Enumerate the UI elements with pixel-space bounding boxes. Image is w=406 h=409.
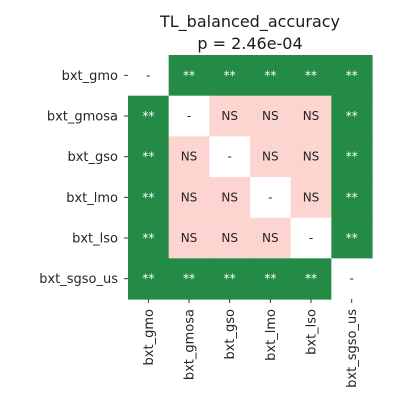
heatmap-cell [250, 177, 292, 219]
cell-label: ** [305, 272, 317, 286]
col-tick-label: bxt_lso [305, 309, 320, 355]
cell-label: ** [142, 272, 154, 286]
heatmap-cell [128, 217, 170, 259]
heatmap-cell [168, 136, 210, 178]
heatmap-cell [128, 258, 170, 300]
heatmap-cell [250, 217, 292, 259]
cell-label: ** [346, 190, 358, 204]
cell-label: - [187, 109, 191, 123]
cell-label: - [228, 150, 232, 164]
heatmap-cell [290, 136, 332, 178]
heatmap-cell [209, 258, 251, 300]
cell-label: ** [142, 190, 154, 204]
cell-label: ** [346, 150, 358, 164]
chart-subtitle: p = 2.46e-04 [197, 34, 303, 53]
cell-label: NS [221, 231, 238, 245]
heatmap-cell [128, 55, 170, 97]
heatmap-cell [209, 136, 251, 178]
row-tick-label: bxt_gmosa [47, 110, 118, 125]
heatmap-cell [290, 55, 332, 97]
heatmap-cell [290, 258, 332, 300]
heatmap-cell [290, 177, 332, 219]
row-tick-label: bxt_gso [67, 150, 118, 165]
col-tick-label: bxt_gmo [142, 309, 157, 365]
chart-title: TL_balanced_accuracy [159, 12, 341, 31]
heatmap-cell [250, 55, 292, 97]
cell-label: NS [181, 231, 198, 245]
cell-label: ** [346, 68, 358, 82]
cell-label: - [350, 272, 354, 286]
cell-label: NS [181, 150, 198, 164]
cell-label: ** [142, 109, 154, 123]
cell-label: NS [221, 109, 238, 123]
heatmap-cell [331, 136, 373, 178]
cell-label: ** [224, 272, 236, 286]
col-tick-label: bxt_sgso_us [345, 309, 360, 388]
heatmap-cell [168, 95, 210, 137]
cell-label: ** [305, 68, 317, 82]
col-tick-label: bxt_lmo [264, 309, 279, 361]
heatmap-cell [128, 177, 170, 219]
cell-label: ** [142, 231, 154, 245]
heatmap-cell [250, 258, 292, 300]
row-tick-label: bxt_sgso_us [39, 272, 118, 287]
cell-label: ** [264, 272, 276, 286]
heatmap-cell [331, 95, 373, 137]
heatmap-cell [331, 177, 373, 219]
col-tick-label: bxt_gso [223, 309, 238, 360]
cell-label: NS [262, 150, 279, 164]
cell-label: NS [303, 190, 320, 204]
heatmap-cell [250, 95, 292, 137]
heatmap-cell [168, 55, 210, 97]
heatmap-cell [209, 55, 251, 97]
col-tick-label: bxt_gmosa [183, 309, 198, 380]
cell-label: NS [303, 109, 320, 123]
cell-label: NS [181, 190, 198, 204]
heatmap-cell [331, 55, 373, 97]
cell-label: - [146, 68, 150, 82]
heatmap-cell [168, 177, 210, 219]
heatmap-cell [209, 95, 251, 137]
row-tick-label: bxt_lmo [66, 191, 118, 206]
heatmap-cell [128, 136, 170, 178]
cell-label: - [309, 231, 313, 245]
cell-label: ** [346, 109, 358, 123]
heatmap-cell [290, 95, 332, 137]
row-tick-label: bxt_lso [72, 232, 118, 247]
cell-label: ** [264, 68, 276, 82]
heatmap-cell [128, 95, 170, 137]
cell-label: NS [221, 190, 238, 204]
heatmap-cell [290, 217, 332, 259]
cell-label: NS [262, 231, 279, 245]
heatmap-cell [168, 217, 210, 259]
cell-label: ** [183, 272, 195, 286]
cell-label: NS [262, 109, 279, 123]
heatmap-cell [168, 258, 210, 300]
heatmap-cell [331, 217, 373, 259]
heatmap-cell [209, 217, 251, 259]
cell-label: NS [303, 150, 320, 164]
heatmap-cell [331, 258, 373, 300]
row-tick-label: bxt_gmo [62, 69, 118, 84]
cell-label: ** [346, 231, 358, 245]
cell-label: ** [142, 150, 154, 164]
cell-label: ** [183, 68, 195, 82]
cell-label: - [268, 190, 272, 204]
heatmap-cell [250, 136, 292, 178]
cell-label: ** [224, 68, 236, 82]
heatmap-cell [209, 177, 251, 219]
